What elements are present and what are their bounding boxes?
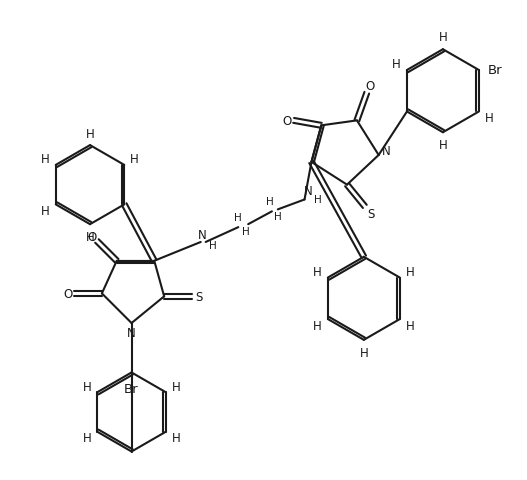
- Text: H: H: [130, 153, 139, 166]
- Text: H: H: [235, 213, 242, 223]
- Text: H: H: [438, 139, 447, 152]
- Text: H: H: [242, 227, 250, 237]
- Text: H: H: [406, 319, 415, 332]
- Text: S: S: [367, 207, 375, 220]
- Text: S: S: [195, 290, 202, 303]
- Text: H: H: [392, 58, 401, 71]
- Text: O: O: [64, 287, 73, 300]
- Text: H: H: [313, 265, 321, 278]
- Text: N: N: [127, 327, 136, 340]
- Text: H: H: [83, 432, 91, 444]
- Text: H: H: [485, 112, 494, 125]
- Text: H: H: [172, 380, 180, 393]
- Text: H: H: [209, 240, 217, 251]
- Text: H: H: [359, 346, 368, 359]
- Text: Br: Br: [487, 64, 502, 77]
- Text: H: H: [83, 380, 91, 393]
- Text: H: H: [41, 153, 50, 166]
- Text: O: O: [365, 80, 374, 93]
- Text: H: H: [406, 265, 415, 278]
- Text: H: H: [438, 31, 447, 44]
- Text: O: O: [282, 115, 291, 128]
- Text: N: N: [198, 228, 207, 241]
- Text: N: N: [382, 144, 391, 157]
- Text: O: O: [87, 230, 96, 243]
- Text: H: H: [172, 432, 180, 444]
- Text: H: H: [86, 128, 94, 141]
- Text: H: H: [313, 319, 321, 332]
- Text: H: H: [266, 197, 274, 207]
- Text: H: H: [41, 204, 50, 217]
- Text: H: H: [86, 230, 94, 243]
- Text: H: H: [274, 212, 282, 222]
- Text: Br: Br: [124, 382, 139, 395]
- Text: H: H: [315, 195, 322, 205]
- Text: N: N: [304, 185, 313, 198]
